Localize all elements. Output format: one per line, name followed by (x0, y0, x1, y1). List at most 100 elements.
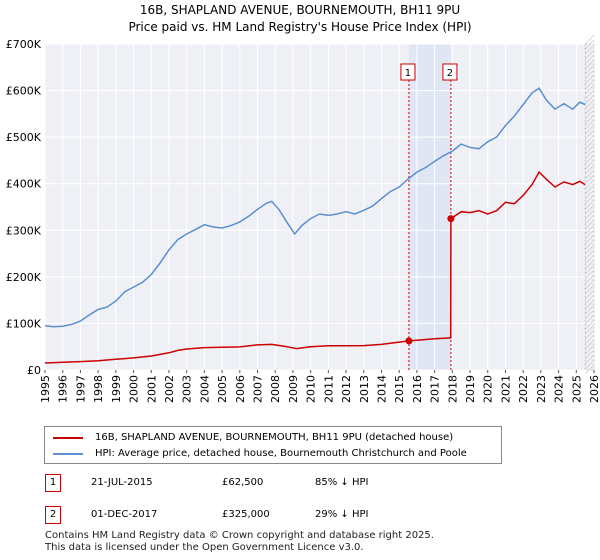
x-tick-label: 2016 (411, 375, 424, 403)
x-tick-label: 2011 (322, 375, 335, 403)
x-tick-label: 2023 (535, 375, 548, 403)
chart-legend: 16B, SHAPLAND AVENUE, BOURNEMOUTH, BH11 … (44, 426, 502, 464)
x-tick-label: 2000 (128, 375, 141, 403)
future-hatch (584, 44, 595, 55)
future-hatch (584, 319, 595, 330)
future-hatch (584, 149, 595, 160)
legend-item-property: 16B, SHAPLAND AVENUE, BOURNEMOUTH, BH11 … (53, 432, 453, 443)
future-hatch (584, 64, 595, 75)
transaction-price: £325,000 (222, 509, 270, 520)
x-tick-label: 2024 (553, 375, 566, 403)
future-hatch (584, 54, 595, 65)
future-hatch (584, 359, 595, 370)
legend-swatch-hpi (53, 452, 83, 455)
transaction-point (405, 337, 413, 345)
transaction-badge-box (400, 63, 416, 81)
x-tick-label: 2005 (216, 375, 229, 403)
future-hatch (584, 259, 595, 270)
future-hatch (584, 209, 595, 220)
transaction-badge: 2 (45, 506, 61, 524)
future-hatch (584, 249, 595, 260)
x-tick-label: 2009 (287, 375, 300, 403)
footer-copyright: Contains HM Land Registry data © Crown c… (45, 530, 434, 541)
future-hatch (584, 244, 595, 255)
plot-area (45, 44, 594, 370)
transaction-hpi: 85% ↓ HPI (315, 477, 369, 488)
transaction-row: 2 01-DEC-2017 £325,000 29% ↓ HPI (0, 506, 600, 526)
x-tick-label: 2021 (499, 375, 512, 403)
future-hatch (584, 124, 595, 135)
x-tick-label: 2020 (482, 375, 495, 403)
x-tick-label: 2014 (375, 375, 388, 403)
future-hatch (584, 69, 595, 80)
legend-item-hpi: HPI: Average price, detached house, Bour… (53, 448, 467, 459)
future-hatch (584, 114, 595, 125)
x-tick-label: 2022 (517, 375, 530, 403)
x-tick-label: 2026 (588, 375, 600, 403)
future-hatch (584, 229, 595, 240)
y-tick-label: £400K (6, 178, 42, 191)
future-hatch (584, 364, 595, 375)
future-hatch (584, 139, 595, 150)
future-hatch (584, 329, 595, 340)
future-hatch (584, 169, 595, 180)
y-tick-label: £200K (6, 271, 42, 284)
future-hatch (584, 104, 595, 115)
future-hatch (584, 219, 595, 230)
future-hatch (584, 134, 595, 145)
x-tick-label: 2013 (358, 375, 371, 403)
future-hatch (584, 314, 595, 325)
future-hatch (584, 159, 595, 170)
future-hatch (584, 84, 595, 95)
future-hatch (584, 39, 595, 50)
transaction-price: £62,500 (222, 477, 264, 488)
series-line-hpi (44, 87, 586, 328)
future-hatch (584, 79, 595, 90)
future-hatch (584, 279, 595, 290)
transaction-badge-box (442, 63, 458, 81)
x-tick-label: 1998 (92, 375, 105, 403)
future-hatch (584, 94, 595, 105)
future-hatch (584, 269, 595, 280)
x-tick-label: 2002 (163, 375, 176, 403)
future-hatch (584, 194, 595, 205)
x-tick-label: 2006 (234, 375, 247, 403)
future-hatch (584, 284, 595, 295)
future-hatch (584, 354, 595, 365)
future-hatch (584, 334, 595, 345)
transaction-date: 01-DEC-2017 (91, 509, 158, 520)
x-tick-label: 2004 (198, 375, 211, 403)
transaction-date: 21-JUL-2015 (91, 477, 153, 488)
x-tick-label: 2015 (393, 375, 406, 403)
future-hatch (584, 274, 595, 285)
chart-subtitle: Price paid vs. HM Land Registry's House … (128, 20, 472, 34)
y-tick-label: £300K (6, 224, 42, 237)
x-tick-label: 1996 (57, 375, 70, 403)
future-hatch (584, 299, 595, 310)
x-tick-label: 2025 (570, 375, 583, 403)
transaction-span-shading (408, 44, 451, 370)
x-tick-label: 2012 (340, 375, 353, 403)
future-hatch (584, 184, 595, 195)
x-tick-label: 1997 (74, 375, 87, 403)
transaction-row: 1 21-JUL-2015 £62,500 85% ↓ HPI (0, 474, 600, 494)
future-hatch (584, 89, 595, 100)
y-tick-label: £0 (27, 364, 41, 377)
series-line-property (44, 170, 586, 364)
future-hatch (584, 34, 595, 45)
future-hatch (584, 294, 595, 305)
transaction-badge: 1 (45, 474, 61, 492)
future-hatch (584, 164, 595, 175)
future-hatch (584, 234, 595, 245)
future-hatch (584, 349, 595, 360)
future-hatch (584, 214, 595, 225)
future-hatch (584, 289, 595, 300)
future-hatch (584, 49, 595, 60)
future-hatch (584, 309, 595, 320)
future-hatch (584, 239, 595, 250)
future-hatch (584, 74, 595, 85)
future-hatch (584, 119, 595, 130)
x-tick-label: 2007 (252, 375, 265, 403)
x-tick-label: 2018 (446, 375, 459, 403)
y-tick-label: £100K (6, 317, 42, 330)
